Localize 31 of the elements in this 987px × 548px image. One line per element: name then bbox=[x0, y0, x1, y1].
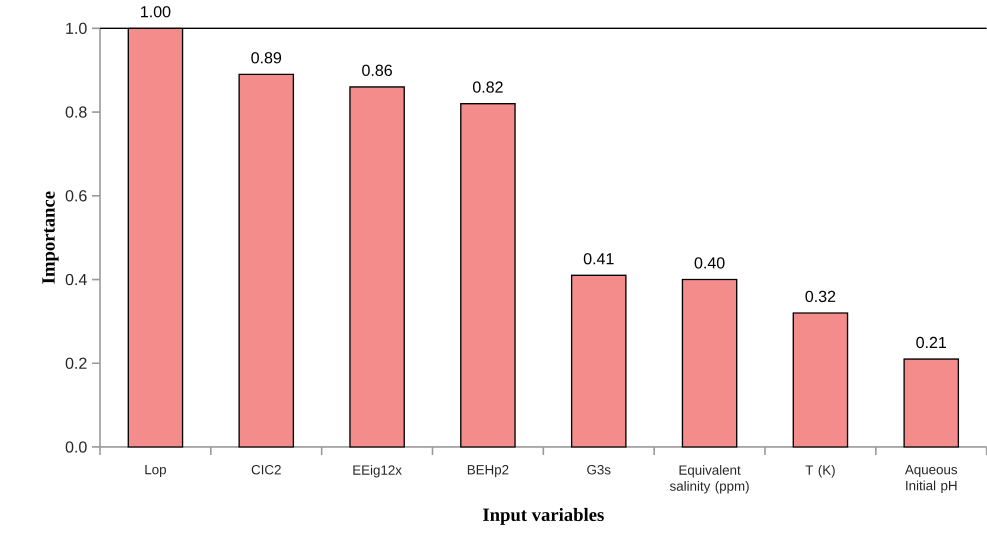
x-axis-title: Input variables bbox=[483, 508, 604, 525]
x-tick-label: Equivalent salinity (ppm) bbox=[670, 465, 749, 494]
y-tick-label: 0.8 bbox=[66, 106, 87, 118]
y-tick-label: 0.6 bbox=[66, 190, 87, 202]
data-label: 0.89 bbox=[251, 52, 282, 64]
bar bbox=[570, 274, 627, 448]
x-tick-label: CIC2 bbox=[252, 465, 281, 474]
data-label: 0.86 bbox=[362, 64, 392, 76]
bar bbox=[792, 312, 848, 448]
x-tick-label: G3s bbox=[587, 465, 610, 474]
data-label: 0.21 bbox=[916, 336, 946, 348]
y-tick-label: 0.4 bbox=[66, 274, 87, 286]
y-tick-label: 0.0 bbox=[66, 441, 87, 453]
bar bbox=[682, 278, 738, 448]
data-label: 0.41 bbox=[584, 253, 614, 264]
data-label: 0.82 bbox=[472, 81, 503, 93]
data-label: 0.40 bbox=[694, 257, 725, 269]
x-tick-label: Lop bbox=[145, 465, 166, 477]
bar bbox=[903, 358, 960, 448]
x-tick-label: BEHp2 bbox=[468, 465, 508, 478]
data-label: 0.32 bbox=[805, 290, 836, 302]
x-tick-label: T (K) bbox=[806, 465, 835, 478]
y-tick-label: 0.2 bbox=[66, 358, 86, 369]
y-axis-title: Importance bbox=[42, 191, 59, 284]
x-tick-label: EEig12x bbox=[353, 465, 402, 478]
data-label: 1.00 bbox=[141, 6, 170, 18]
bar bbox=[238, 74, 294, 448]
y-tick-label: 1.0 bbox=[66, 22, 87, 34]
x-tick-label: Aqueous Initial pH bbox=[904, 465, 958, 493]
bar bbox=[460, 103, 516, 448]
bar bbox=[349, 86, 405, 448]
